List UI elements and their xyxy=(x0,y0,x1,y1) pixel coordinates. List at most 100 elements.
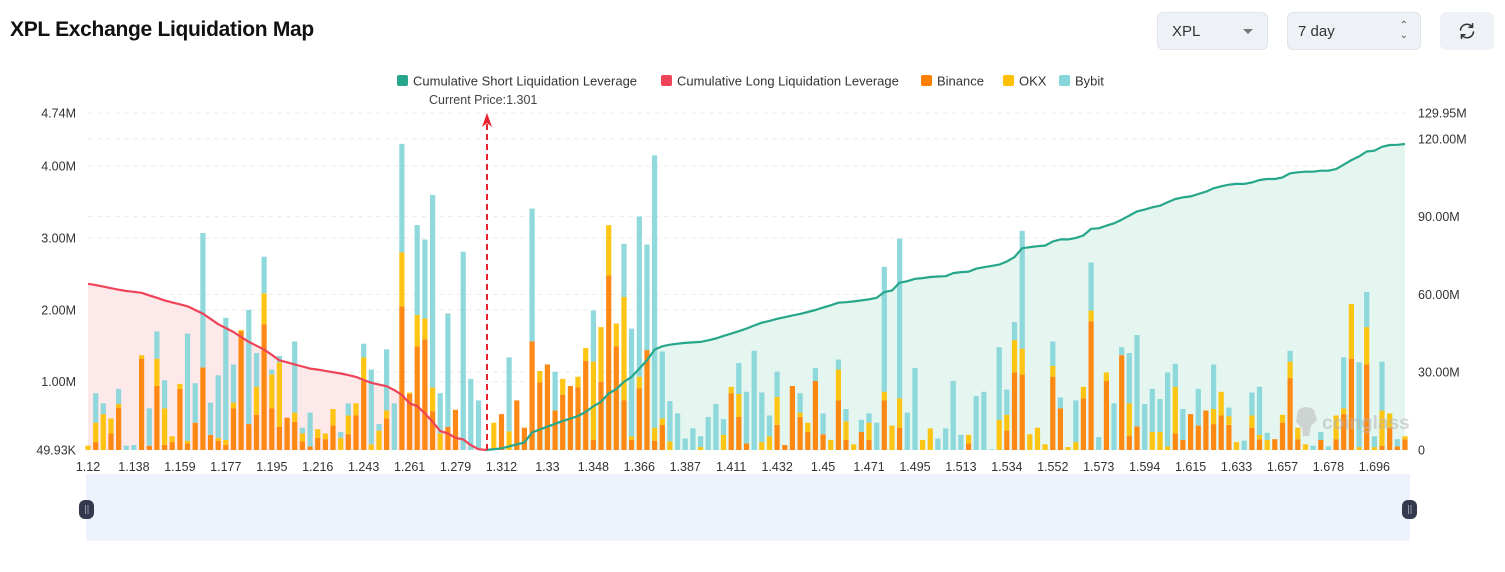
binance-bar xyxy=(422,339,428,450)
binance-bar xyxy=(1249,427,1255,450)
okx-bar xyxy=(1379,410,1385,446)
x-tick-label: 1.573 xyxy=(1083,460,1114,474)
binance-bar xyxy=(269,408,275,450)
bybit-bar xyxy=(996,347,1002,420)
range-select[interactable]: 7 day ⌃ ⌄ xyxy=(1287,12,1421,50)
okx-bar xyxy=(1371,447,1377,450)
bybit-bar xyxy=(1226,407,1232,417)
x-tick-label: 1.177 xyxy=(210,460,241,474)
x-tick-label: 1.45 xyxy=(811,460,835,474)
binance-bar xyxy=(361,381,367,450)
okx-bar xyxy=(223,439,229,445)
okx-bar xyxy=(399,252,405,307)
okx-bar xyxy=(1249,415,1255,428)
binance-bar xyxy=(820,434,826,450)
okx-bar xyxy=(1295,427,1301,440)
bybit-bar xyxy=(1111,403,1117,450)
bybit-bar xyxy=(590,310,596,362)
bybit-bar xyxy=(131,445,137,450)
y-right-tick-label: 0 xyxy=(1418,444,1425,458)
binance-bar xyxy=(1004,430,1010,450)
y-left-tick-label: 49.93K xyxy=(36,444,76,458)
bybit-bar xyxy=(1096,437,1102,450)
bybit-bar xyxy=(230,364,237,403)
bybit-bar xyxy=(912,368,918,450)
x-tick-label: 1.387 xyxy=(670,460,701,474)
bybit-bar xyxy=(384,349,390,411)
binance-bar xyxy=(1057,408,1063,450)
okx-bar xyxy=(322,433,328,440)
binance-bar xyxy=(1333,439,1339,450)
okx-bar xyxy=(1019,348,1025,375)
okx-bar xyxy=(583,348,589,361)
okx-bar xyxy=(652,427,658,441)
x-tick-label: 1.243 xyxy=(348,460,379,474)
okx-bar xyxy=(598,327,604,382)
symbol-select[interactable]: XPL xyxy=(1157,12,1268,50)
okx-bar xyxy=(590,361,596,440)
page-title: XPL Exchange Liquidation Map xyxy=(10,18,314,41)
binance-bar xyxy=(1103,381,1109,450)
bybit-bar xyxy=(644,244,650,351)
bybit-bar xyxy=(1142,404,1148,450)
okx-bar xyxy=(422,318,428,340)
binance-bar xyxy=(253,414,260,450)
binance-bar xyxy=(230,408,237,450)
binance-bar xyxy=(1119,355,1125,450)
binance-bar xyxy=(215,440,221,450)
bybit-bar xyxy=(253,353,260,387)
binance-bar xyxy=(192,422,198,450)
bybit-bar xyxy=(1318,432,1324,440)
bars xyxy=(85,143,1408,450)
okx-bar xyxy=(1165,446,1171,450)
binance-bar xyxy=(812,381,818,450)
x-tick-label: 1.312 xyxy=(486,460,517,474)
okx-bar xyxy=(1287,361,1293,379)
okx-bar xyxy=(437,433,443,450)
binance-bar xyxy=(284,417,290,450)
x-tick-label: 1.411 xyxy=(716,460,746,474)
bybit-bar xyxy=(116,388,122,404)
bybit-bar xyxy=(636,216,642,377)
cumulative-long-area xyxy=(88,283,487,450)
coinglass-watermark: coinglass xyxy=(1296,407,1410,436)
bybit-bar xyxy=(1195,388,1201,426)
bybit-bar xyxy=(621,243,627,297)
x-tick-label: 1.12 xyxy=(76,460,100,474)
binance-bar xyxy=(835,400,841,450)
bybit-bar xyxy=(874,422,880,450)
bybit-bar xyxy=(246,309,252,425)
binance-bar xyxy=(583,360,589,450)
binance-bar xyxy=(659,424,665,450)
bybit-bar xyxy=(223,317,229,440)
binance-bar xyxy=(1080,398,1086,450)
axes: 49.93K 1.00M 2.00M 3.00M 4.00M 4.74M 0 30.00M 60… xyxy=(36,107,1466,475)
bybit-bar xyxy=(629,328,635,437)
zoom-slider-track[interactable] xyxy=(86,474,1410,541)
okx-bar xyxy=(238,330,244,332)
cumulative-long-line xyxy=(87,282,487,452)
bybit-bar xyxy=(1004,389,1010,415)
binance-bar xyxy=(652,440,658,450)
legend-swatch xyxy=(661,75,672,86)
binance-bar xyxy=(606,275,612,450)
legend-swatch xyxy=(921,75,932,86)
current-price-label: Current Price:1.301 xyxy=(429,93,537,107)
refresh-button[interactable] xyxy=(1440,12,1494,50)
bybit-bar xyxy=(368,369,374,445)
y-right-tick-label: 90.00M xyxy=(1418,210,1460,224)
x-tick-label: 1.534 xyxy=(991,460,1022,474)
okx-bar xyxy=(636,376,642,389)
binance-bar xyxy=(1180,439,1186,450)
x-tick-label: 1.279 xyxy=(440,460,471,474)
bybit-bar xyxy=(1172,363,1178,387)
bybit-bar xyxy=(414,225,420,315)
bybit-bar xyxy=(376,424,382,431)
bybit-bar xyxy=(759,392,765,443)
binance-bar xyxy=(154,386,160,450)
x-tick-label: 1.261 xyxy=(394,460,425,474)
symbol-select-value: XPL xyxy=(1172,22,1201,40)
okx-bar xyxy=(537,371,543,383)
binance-bar xyxy=(315,437,321,450)
binance-bar xyxy=(330,425,336,450)
